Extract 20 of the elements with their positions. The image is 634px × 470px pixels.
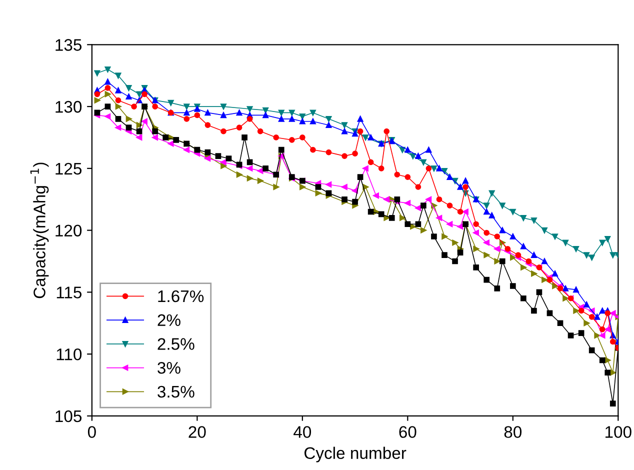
x-tick-label: 40 (294, 426, 312, 438)
x-tick-label: 80 (504, 426, 522, 438)
y-axis-title: Capacity(mAhg$^{−1}$) (30, 162, 49, 298)
legend-label: 2.5% (158, 338, 194, 350)
y-tick-label: 125 (56, 162, 82, 175)
x-tick-label: 0 (88, 426, 96, 438)
y-tick-label: 120 (56, 224, 82, 237)
y-tick-label: 115 (56, 286, 82, 298)
y-tick-label: 110 (56, 348, 82, 360)
legend-label: 1.67% (158, 290, 204, 302)
y-tick-label: 130 (56, 100, 82, 113)
legend-label: 3.5% (158, 386, 194, 398)
y-tick-label: 135 (56, 39, 82, 51)
x-tick-label: 60 (399, 426, 416, 438)
legend-label: 3% (158, 362, 180, 374)
legend-label: 2% (158, 314, 180, 326)
y-tick-label: 105 (56, 410, 82, 422)
x-axis-title: Cycle number (304, 446, 406, 462)
x-tick-label: 100 (606, 426, 632, 438)
x-tick-label: 20 (188, 426, 206, 438)
